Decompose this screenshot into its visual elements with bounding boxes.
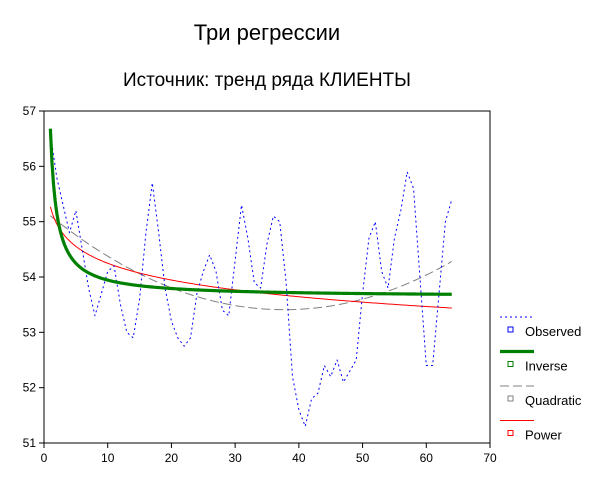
legend-observed-marker <box>507 326 514 333</box>
x-tick-label: 30 <box>228 451 242 465</box>
x-tick-label: 60 <box>420 451 434 465</box>
y-tick-label: 51 <box>23 436 37 450</box>
legend-power-label: Power <box>525 428 563 443</box>
plot-frame <box>43 110 491 444</box>
x-tick-label: 0 <box>41 451 48 465</box>
y-tick-label: 56 <box>23 159 37 173</box>
legend-inverse-label: Inverse <box>525 359 568 374</box>
legend: Observed Inverse Quadratic Power <box>500 316 582 443</box>
series-inverse-line <box>48 128 452 296</box>
axis-ticks: 0 10 20 30 40 50 60 70 51 52 53 54 55 56 57 <box>23 104 497 465</box>
chart-title: Три регрессии <box>194 20 340 45</box>
x-tick-label: 10 <box>101 451 115 465</box>
y-tick-label: 52 <box>23 381 37 395</box>
series-group <box>48 128 453 427</box>
x-tick-label: 40 <box>292 451 306 465</box>
legend-quadratic-marker <box>507 395 514 402</box>
y-tick-label: 55 <box>23 215 37 229</box>
legend-inverse-marker <box>507 361 514 367</box>
legend-observed-label: Observed <box>525 324 581 339</box>
x-tick-label: 20 <box>165 451 179 465</box>
y-tick-label: 53 <box>23 325 37 339</box>
y-tick-label: 57 <box>23 104 37 118</box>
x-tick-label: 50 <box>356 451 370 465</box>
legend-quadratic-label: Quadratic <box>525 393 582 408</box>
chart-subtitle: Источник: тренд ряда КЛИЕНТЫ <box>123 70 411 91</box>
y-tick-label: 54 <box>23 270 37 284</box>
legend-power-marker <box>507 430 514 436</box>
x-tick-label: 70 <box>483 451 497 465</box>
series-observed-line <box>49 133 453 427</box>
